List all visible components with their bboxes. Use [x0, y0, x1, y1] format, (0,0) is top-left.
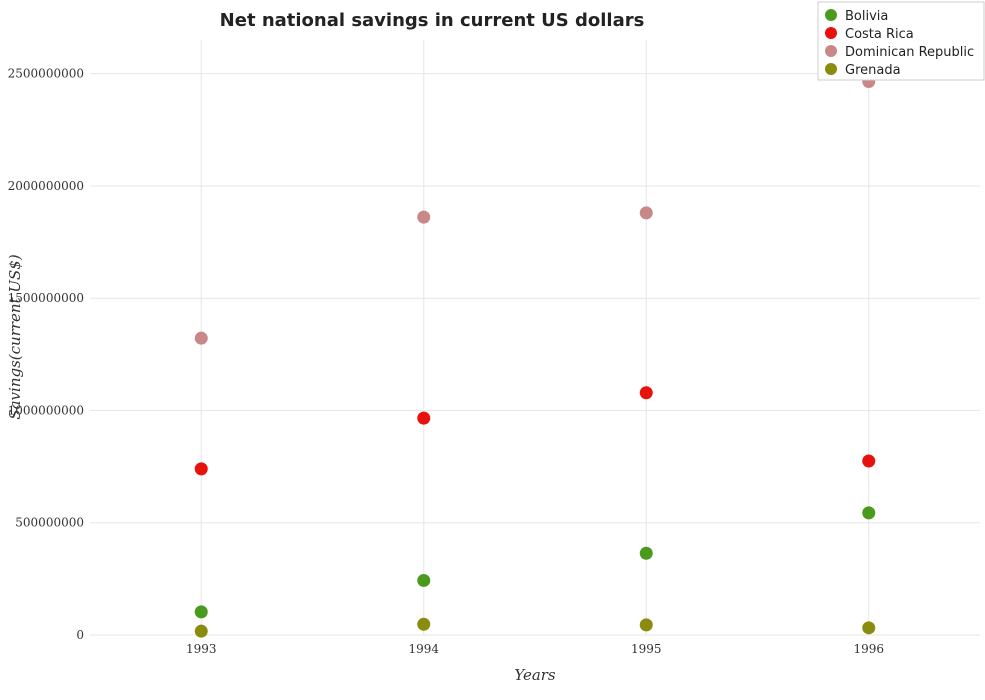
plot-area: 0 500000000 1000000000 1500000000 2000000000… [8, 40, 980, 656]
point-costa-rica-1996 [862, 454, 876, 468]
plot-background [90, 40, 980, 635]
y-axis-label: Savings(current US$) [6, 254, 24, 419]
legend-label: Grenada [845, 63, 901, 78]
legend-marker [825, 9, 837, 21]
point-grenada-1996 [862, 621, 876, 635]
y-tick-label: 0 [76, 628, 84, 642]
point-bolivia-1993 [194, 605, 208, 619]
x-tick-label: 1993 [186, 642, 217, 656]
legend: Bolivia Costa Rica Dominican Republic Grena… [817, 1, 985, 81]
legend-marker [825, 45, 837, 57]
point-dominican-republic-1993 [194, 331, 208, 345]
y-tick-label: 500000000 [15, 516, 84, 530]
legend-label: Dominican Republic [845, 45, 974, 60]
legend-label: Bolivia [845, 9, 888, 24]
y-tick-label: 2000000000 [8, 179, 84, 193]
chart-title: Net national savings in current US dolla… [220, 10, 645, 31]
point-costa-rica-1995 [639, 386, 653, 400]
point-costa-rica-1993 [194, 462, 208, 476]
y-tick-label: 2500000000 [8, 67, 84, 81]
point-dominican-republic-1994 [417, 210, 431, 224]
x-axis-ticks: 1993 1994 1995 1996 [186, 642, 884, 656]
y-axis-ticks: 0 500000000 1000000000 1500000000 2000000000… [8, 67, 84, 642]
point-bolivia-1994 [417, 573, 431, 587]
point-grenada-1994 [417, 617, 431, 631]
grid [90, 40, 980, 636]
x-axis-label: Years [514, 666, 556, 684]
legend-marker [825, 27, 837, 39]
x-tick-label: 1996 [853, 642, 884, 656]
point-bolivia-1996 [862, 506, 876, 520]
point-bolivia-1995 [639, 546, 653, 560]
y-tick-label: 1000000000 [8, 403, 84, 417]
x-tick-label: 1995 [631, 642, 662, 656]
point-dominican-republic-1995 [639, 206, 653, 220]
point-grenada-1995 [639, 618, 653, 632]
legend-box [817, 1, 985, 81]
y-tick-label: 1500000000 [8, 291, 84, 305]
legend-marker [825, 63, 837, 75]
legend-label: Costa Rica [845, 27, 914, 42]
point-costa-rica-1994 [417, 411, 431, 425]
x-tick-label: 1994 [408, 642, 439, 656]
point-grenada-1993 [194, 624, 208, 638]
